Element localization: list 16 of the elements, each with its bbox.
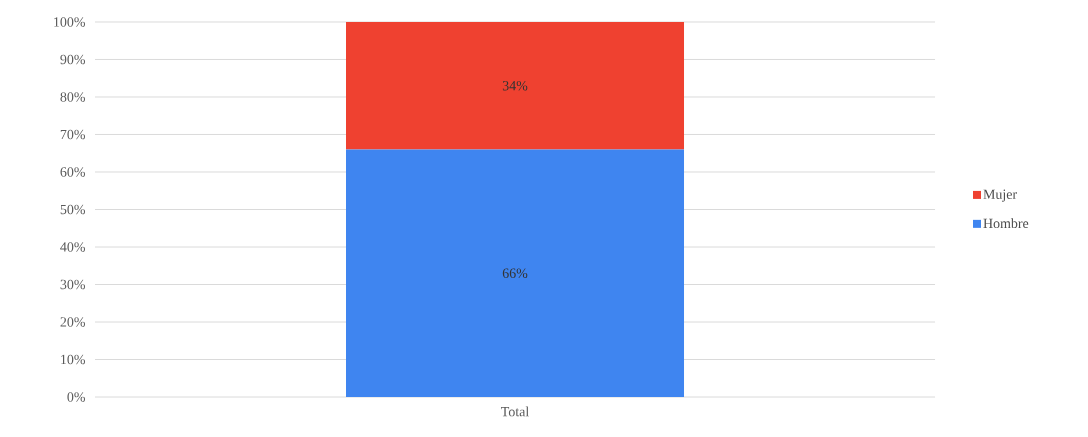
x-tick-label: Total	[501, 406, 529, 417]
data-label: 34%	[502, 81, 528, 91]
y-tick-label: 0%	[67, 392, 85, 402]
y-tick-label: 40%	[60, 242, 85, 252]
y-tick-label: 60%	[60, 167, 85, 177]
y-tick-label: 50%	[60, 204, 85, 215]
y-tick-label: 70%	[60, 129, 85, 140]
y-tick-label: 30%	[60, 279, 85, 290]
data-label: 66%	[502, 268, 528, 278]
legend-label: Mujer	[983, 189, 1017, 202]
y-tick-label: 20%	[60, 317, 85, 327]
legend-label: Hombre	[983, 218, 1029, 229]
y-tick-label: 90%	[60, 54, 85, 65]
y-tick-label: 80%	[60, 92, 85, 102]
y-tick-label: 100%	[54, 17, 85, 27]
y-tick-label: 10%	[61, 354, 85, 365]
